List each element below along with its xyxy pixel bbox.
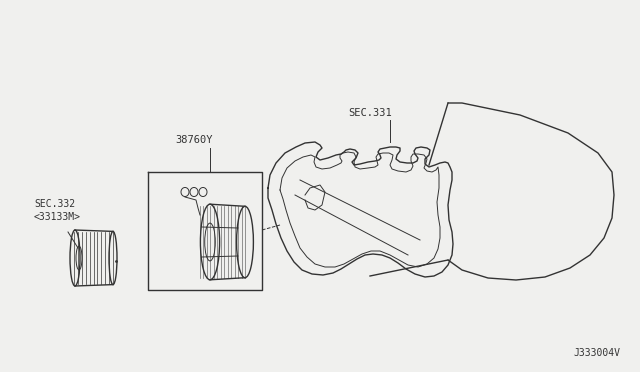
Text: 38760Y: 38760Y xyxy=(175,135,212,145)
Text: J333004V: J333004V xyxy=(573,348,620,358)
Text: SEC.332
<33133M>: SEC.332 <33133M> xyxy=(34,199,81,222)
Text: SEC.331: SEC.331 xyxy=(348,108,392,118)
